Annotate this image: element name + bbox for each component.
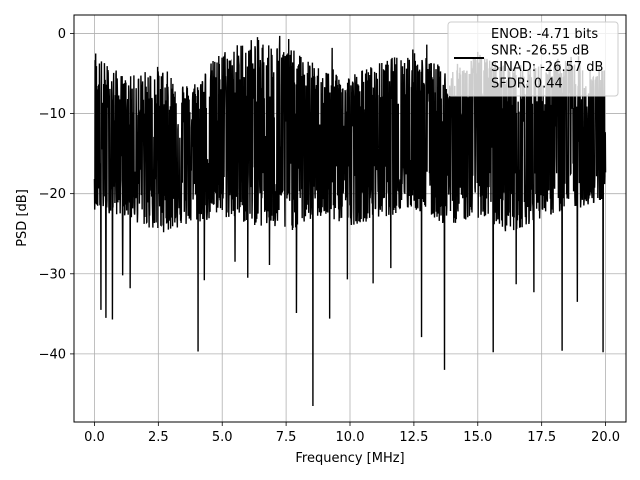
x-tick-label: 20.0 [591, 430, 620, 445]
psd-series-line [93, 35, 607, 406]
x-tick-label: 15.0 [463, 430, 492, 445]
x-tick-label: 17.5 [527, 430, 556, 445]
x-tick-label: 0.0 [84, 430, 105, 445]
legend-text-line: ENOB: -4.71 bits [491, 27, 598, 42]
plot-area [93, 35, 607, 406]
y-tick-label: −10 [39, 107, 66, 122]
y-tick-label: −30 [39, 267, 66, 282]
x-tick-label: 10.0 [336, 430, 365, 445]
legend-text-line: SNR: -26.55 dB [491, 44, 589, 59]
x-tick-label: 5.0 [212, 430, 233, 445]
y-axis-label: PSD [dB] [15, 189, 30, 247]
y-tick-label: −40 [39, 347, 66, 362]
x-axis-label: Frequency [MHz] [295, 451, 404, 466]
legend-box [447, 21, 619, 97]
y-tick-label: 0 [58, 27, 66, 42]
legend-text-line: SFDR: 0.44 [491, 77, 563, 92]
x-tick-label: 2.5 [148, 430, 169, 445]
x-axis-ticks: 0.0 2.5 5.0 7.5 10.0 12.5 15.0 17.5 20.0 [84, 422, 620, 445]
y-tick-label: −20 [39, 187, 66, 202]
x-tick-label: 12.5 [399, 430, 428, 445]
legend-text-line: SINAD: -26.57 dB [491, 60, 603, 75]
x-tick-label: 7.5 [276, 430, 297, 445]
y-axis-ticks: 0 −10 −20 −30 −40 [39, 27, 74, 362]
